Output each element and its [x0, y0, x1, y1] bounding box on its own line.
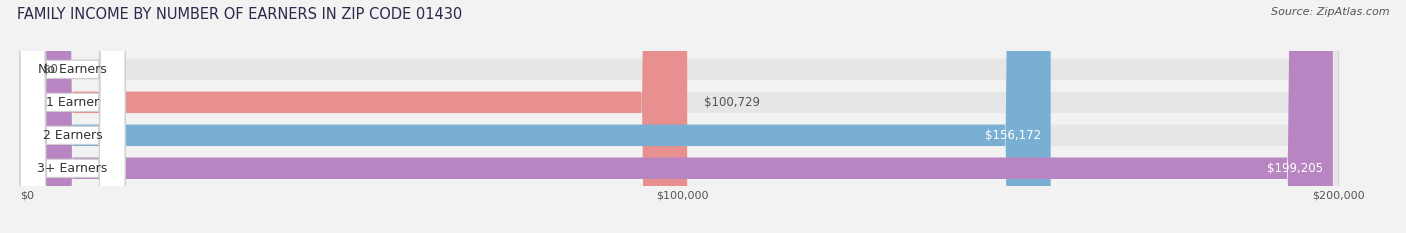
FancyBboxPatch shape — [27, 0, 688, 233]
Text: FAMILY INCOME BY NUMBER OF EARNERS IN ZIP CODE 01430: FAMILY INCOME BY NUMBER OF EARNERS IN ZI… — [17, 7, 463, 22]
Text: $199,205: $199,205 — [1267, 162, 1323, 175]
Text: Source: ZipAtlas.com: Source: ZipAtlas.com — [1271, 7, 1389, 17]
FancyBboxPatch shape — [27, 0, 1333, 233]
FancyBboxPatch shape — [20, 0, 125, 233]
Text: $100,729: $100,729 — [703, 96, 759, 109]
Text: $156,172: $156,172 — [984, 129, 1040, 142]
Text: $0: $0 — [44, 63, 58, 76]
FancyBboxPatch shape — [27, 0, 1339, 233]
FancyBboxPatch shape — [27, 0, 1339, 233]
FancyBboxPatch shape — [20, 0, 125, 233]
Text: 1 Earner: 1 Earner — [46, 96, 100, 109]
FancyBboxPatch shape — [27, 0, 1050, 233]
FancyBboxPatch shape — [20, 0, 125, 233]
Text: 2 Earners: 2 Earners — [42, 129, 103, 142]
FancyBboxPatch shape — [27, 0, 1339, 233]
FancyBboxPatch shape — [27, 0, 1339, 233]
FancyBboxPatch shape — [20, 0, 125, 233]
Text: No Earners: No Earners — [38, 63, 107, 76]
Text: 3+ Earners: 3+ Earners — [38, 162, 108, 175]
